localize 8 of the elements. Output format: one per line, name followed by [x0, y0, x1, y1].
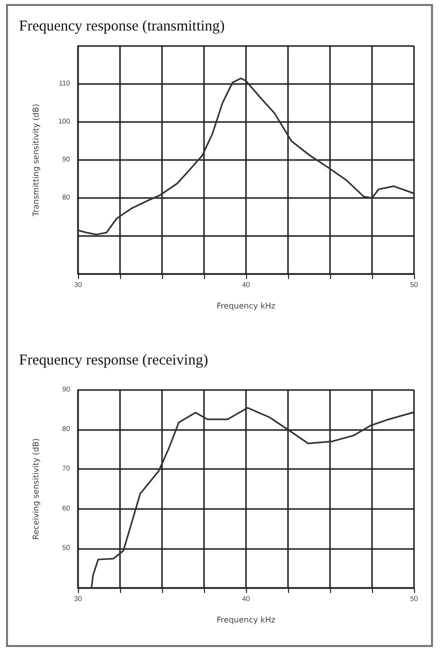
line-series	[77, 78, 415, 236]
line-series	[90, 407, 415, 589]
y-axis-title: Receiving sensitivity (dB)	[32, 438, 40, 540]
chart-title: Frequency response (transmitting)	[19, 18, 225, 34]
x-axis-title: Frequency kHz	[216, 616, 276, 624]
x-axis-title: Frequency kHz	[216, 302, 276, 310]
y-axis-title: Transmitting sensitivity (dB)	[32, 104, 40, 218]
chart-title: Frequency response (receiving)	[19, 352, 208, 368]
